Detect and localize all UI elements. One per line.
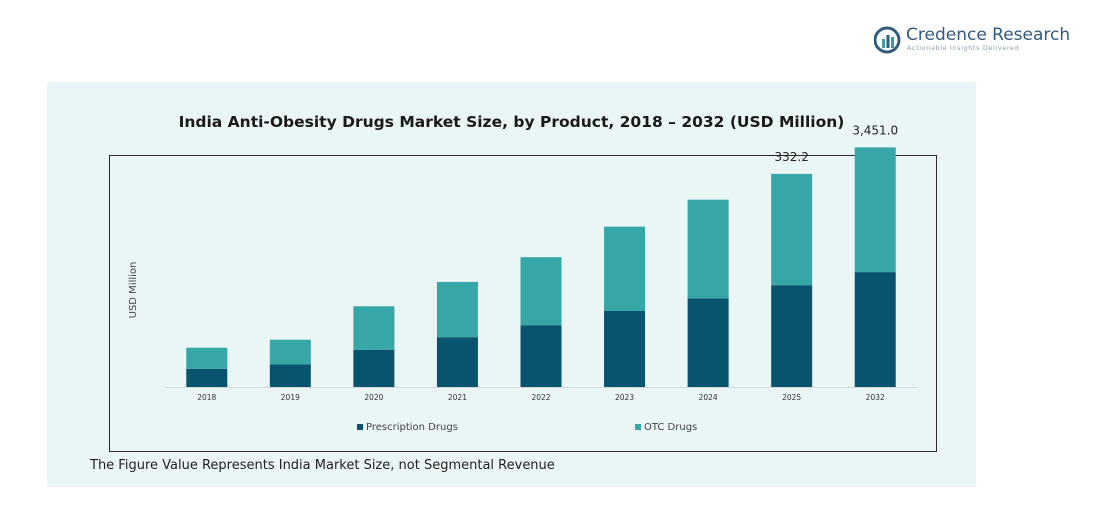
brand-tagline: Actionable Insights Delivered: [907, 44, 1020, 52]
bar-otc-2023: [604, 226, 646, 311]
bar-prescription-2020: [353, 349, 395, 387]
bar-prescription-2023: [604, 311, 646, 387]
x-tick-label: 2018: [197, 393, 216, 402]
bar-otc-2020: [353, 306, 395, 350]
bar-prescription-2022: [520, 325, 562, 387]
footnote: The Figure Value Represents India Market…: [90, 458, 555, 473]
brand-logo: Credence Research Actionable Insights De…: [874, 25, 1074, 55]
x-tick-label: 2023: [615, 393, 634, 402]
data-label: 3,451.0: [852, 123, 898, 137]
x-tick-label: 2019: [281, 393, 300, 402]
bar-prescription-2024: [687, 298, 729, 387]
bar-otc-2021: [436, 281, 478, 338]
credence-logo-icon: [874, 26, 901, 54]
bar-otc-2022: [520, 257, 562, 326]
bar-otc-2032: [854, 147, 896, 273]
legend-label: Prescription Drugs: [366, 422, 458, 433]
legend-swatch-prescription: [357, 424, 363, 430]
y-axis-label: USD Million: [128, 262, 139, 319]
bar-otc-2025: [771, 173, 813, 286]
bar-prescription-2021: [436, 337, 478, 387]
bar-prescription-2025: [771, 285, 813, 387]
bar-prescription-2019: [269, 364, 311, 387]
bar-otc-2018: [186, 347, 228, 369]
x-tick-label: 2032: [866, 393, 885, 402]
legend-swatch-otc: [635, 424, 641, 430]
plot-frame: [109, 155, 937, 452]
chart-panel: [47, 82, 976, 487]
chart-title: India Anti-Obesity Drugs Market Size, by…: [178, 113, 845, 131]
legend-label: OTC Drugs: [644, 422, 697, 433]
bar-otc-2024: [687, 199, 729, 299]
bar-prescription-2032: [854, 272, 896, 387]
data-label: 332.2: [774, 150, 808, 164]
x-tick-label: 2021: [448, 393, 467, 402]
bar-prescription-2018: [186, 368, 228, 387]
brand-name: Credence Research: [906, 25, 1071, 45]
x-tick-label: 2022: [531, 393, 550, 402]
x-tick-label: 2025: [782, 393, 801, 402]
x-tick-label: 2024: [699, 393, 718, 402]
bar-otc-2019: [269, 339, 311, 365]
x-tick-label: 2020: [364, 393, 383, 402]
